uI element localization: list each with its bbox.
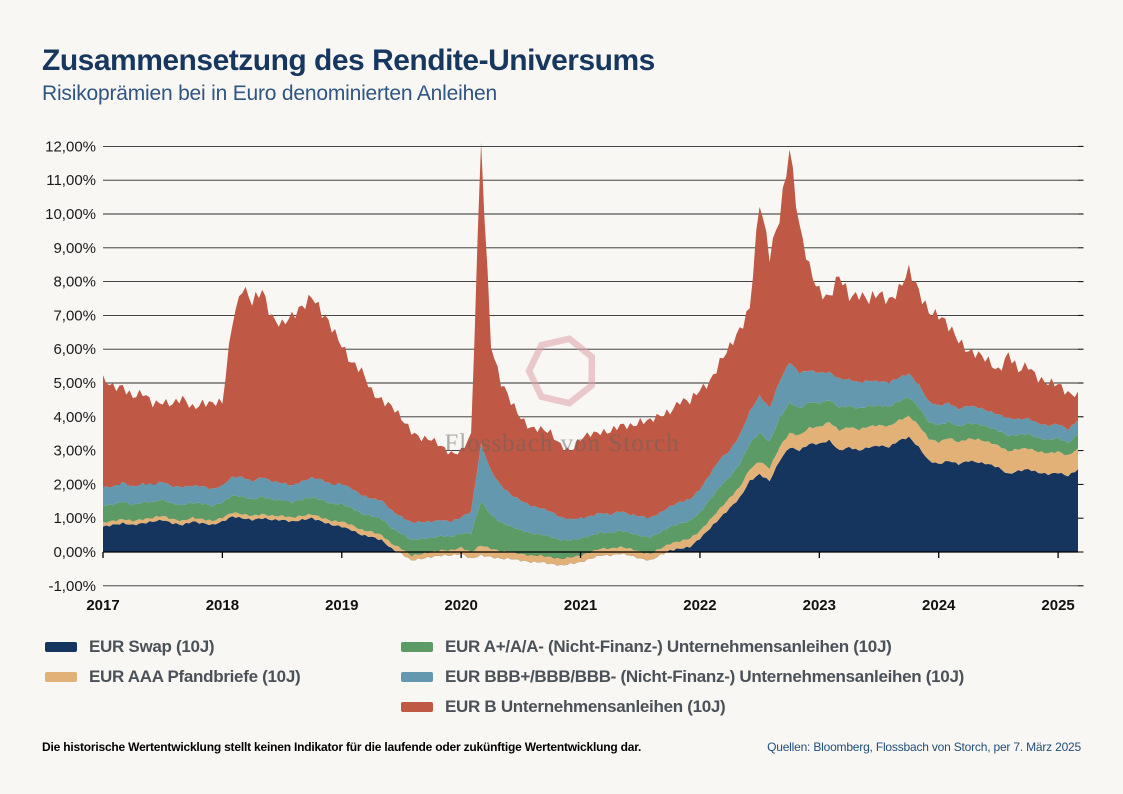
x-axis: 2017 2018 2019 2020 2021 2022 2023 2024 2025: [86, 551, 1078, 614]
x-tick-label: 2019: [325, 597, 358, 614]
y-axis-labels: 12,00% 11,00% 10,00% 9,00% 8,00% 7,00% 6,00% 5,…: [45, 138, 96, 594]
chart-footer: Die historische Wertentwicklung stellt k…: [42, 740, 1081, 754]
area-aaa-pfandbriefe: [103, 415, 1078, 566]
area-bbb-corporates: [103, 362, 1078, 542]
y-tick-label: 4,00%: [53, 409, 96, 426]
x-tick-label: 2021: [564, 597, 597, 614]
area-b-corporates: [103, 142, 1078, 524]
legend-swatch-eur-swap-icon: [45, 642, 77, 652]
watermark-heptagon-icon: [525, 335, 596, 407]
legend-label: EUR Swap (10J): [89, 637, 215, 656]
y-tick-label: 5,00%: [53, 375, 96, 392]
y-tick-label: 8,00%: [53, 274, 96, 291]
watermark-text: Flossbach von Storch: [444, 430, 680, 457]
disclaimer-text: Die historische Wertentwicklung stellt k…: [42, 740, 642, 754]
legend-label: EUR A+/A/A- (Nicht-Finanz-) Unternehmens…: [445, 637, 892, 656]
y-tick-label: 10,00%: [45, 206, 96, 223]
y-tick-label: 1,00%: [53, 510, 96, 527]
x-tick-label: 2023: [803, 597, 836, 614]
page-title: Zusammensetzung des Rendite-Universums: [42, 44, 655, 77]
legend-swatch-bbb-corporates-icon: [401, 672, 433, 682]
legend-item-aaa-pfandbriefe: EUR AAA Pfandbriefe (10J): [45, 662, 301, 692]
legend-item-eur-swap: EUR Swap (10J): [45, 632, 300, 662]
x-tick-label: 2020: [444, 597, 477, 614]
y-tick-label: 2,00%: [53, 476, 96, 493]
x-tick-label: 2018: [206, 597, 239, 614]
x-tick-label: 2022: [683, 597, 716, 614]
x-tick-label: 2017: [86, 597, 119, 614]
legend-swatch-b-corporates-icon: [401, 702, 433, 712]
right-axis-ticks: [1078, 145, 1084, 587]
legend-column-2: EUR A+/A/A- (Nicht-Finanz-) Unternehmens…: [401, 632, 964, 722]
y-tick-label: 9,00%: [53, 240, 96, 257]
legend-label: EUR BBB+/BBB/BBB- (Nicht-Finanz-) Untern…: [445, 667, 964, 686]
legend-item-b-corporates: EUR B Unternehmensanleihen (10J): [401, 692, 964, 722]
y-tick-label: 3,00%: [53, 443, 96, 460]
x-tick-label: 2024: [922, 597, 956, 614]
legend-column-1: EUR Swap (10J) EUR AAA Pfandbriefe (10J): [45, 632, 301, 692]
legend-label: EUR B Unternehmensanleihen (10J): [445, 697, 726, 716]
area-eur-swap: [103, 436, 1078, 566]
legend-item-a-corporates: EUR A+/A/A- (Nicht-Finanz-) Unternehmens…: [401, 632, 964, 662]
source-text: Quellen: Bloomberg, Flossbach von Storch…: [767, 740, 1081, 754]
y-tick-label: 7,00%: [53, 307, 96, 324]
x-tick-label: 2025: [1041, 597, 1074, 614]
area-bands: [103, 142, 1078, 566]
legend-item-bbb-corporates: EUR BBB+/BBB/BBB- (Nicht-Finanz-) Untern…: [401, 662, 964, 692]
page-subtitle: Risikoprämien bei in Euro denominierten …: [42, 82, 498, 105]
y-tick-label: 0,00%: [53, 544, 96, 561]
y-tick-label: 11,00%: [46, 172, 96, 189]
y-tick-label: 12,00%: [45, 138, 96, 155]
legend-swatch-a-corporates-icon: [401, 642, 433, 652]
y-tick-label: -1,00%: [48, 578, 96, 595]
legend-swatch-aaa-pfandbriefe-icon: [45, 672, 77, 682]
chart-header: Zusammensetzung des Rendite-Universums R…: [42, 44, 655, 108]
y-tick-label: 6,00%: [53, 341, 96, 358]
gridlines: [103, 145, 1078, 587]
legend-label: EUR AAA Pfandbriefe (10J): [89, 667, 301, 686]
area-a-corporates: [103, 397, 1078, 559]
